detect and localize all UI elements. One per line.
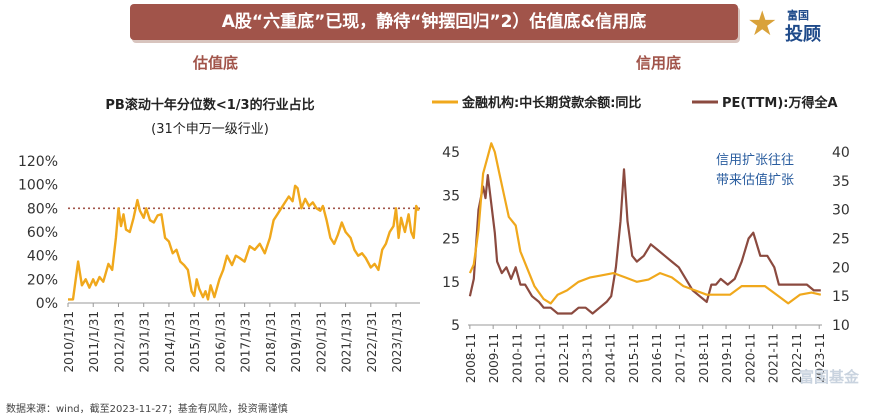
chart-annotation-line: 带来估值扩张: [716, 172, 794, 188]
chart-annotation-line: 信用扩张往往: [716, 153, 794, 168]
right-x-tick-label: 2012-11: [557, 333, 571, 383]
left-y-tick-label: 20%: [27, 272, 58, 288]
left-x-tick-label: 2010/1/31: [62, 311, 76, 373]
left-y-tick-label: 80%: [27, 201, 58, 217]
right-left-y-tick-label: 35: [442, 188, 460, 204]
left-chart-title: PB滚动十年分位数<1/3的行业占比: [105, 98, 315, 113]
right-right-y-tick-label: 30: [832, 203, 850, 219]
right-left-y-tick-label: 5: [451, 318, 460, 334]
logo-line1: 富国: [787, 9, 809, 22]
legend-label-pe: PE(TTM):万得全A: [722, 95, 838, 111]
left-x-tick-label: 2013/1/31: [138, 311, 152, 373]
right-right-y-tick-label: 15: [832, 289, 850, 305]
left-y-tick-label: 60%: [27, 225, 58, 241]
left-x-tick-label: 2017/1/31: [239, 311, 253, 373]
right-right-y-tick-label: 35: [832, 174, 850, 190]
left-x-tick-label: 2012/1/31: [112, 311, 126, 373]
right-x-tick-label: 2011-11: [534, 333, 548, 383]
right-right-y-tick-label: 25: [832, 232, 850, 248]
right-x-tick-label: 2021-11: [767, 333, 781, 383]
left-section-title: 估值底: [193, 54, 239, 72]
watermark: 富国基金: [798, 368, 859, 386]
right-x-tick-label: 2019-11: [720, 333, 734, 383]
right-left-y-tick-label: 15: [442, 275, 460, 291]
left-x-tick-label: 2011/1/31: [87, 311, 101, 373]
right-left-y-tick-label: 45: [442, 145, 460, 161]
pe-series-line: [468, 168, 821, 315]
loan-series-line: [468, 142, 822, 305]
right-x-tick-label: 2010-11: [510, 333, 524, 383]
left-x-tick-label: 2016/1/31: [213, 311, 227, 373]
right-x-tick-label: 2016-11: [650, 333, 664, 383]
left-x-tick-label: 2020/1/31: [314, 311, 328, 373]
left-series-line: [68, 184, 420, 301]
right-x-tick-label: 2017-11: [673, 333, 687, 383]
left-x-tick-label: 2015/1/31: [188, 311, 202, 373]
left-x-tick-label: 2023/1/31: [390, 311, 404, 373]
right-x-tick-label: 2008-11: [464, 333, 478, 383]
legend-label-loan: 金融机构:中长期贷款余额:同比: [461, 95, 641, 111]
right-x-tick-label: 2023-11: [813, 333, 827, 383]
right-right-y-tick-label: 40: [832, 145, 850, 161]
brand-logo: ★ 富国 投顾: [747, 4, 867, 45]
right-x-tick-label: 2020-11: [743, 333, 757, 383]
star-icon: ★: [747, 4, 778, 44]
left-x-tick-label: 2021/1/31: [340, 311, 354, 373]
right-section-title: 信用底: [636, 54, 682, 72]
right-right-y-tick-label: 20: [832, 260, 850, 276]
right-right-y-tick-label: 10: [832, 318, 850, 334]
left-y-tick-label: 100%: [18, 178, 58, 194]
left-x-tick-label: 2018/1/31: [264, 311, 278, 373]
logo-line2: 投顾: [785, 24, 821, 45]
left-y-tick-label: 40%: [27, 249, 58, 265]
footer-source: 数据来源：wind，截至2023-11-27；基金有风险，投资需谨慎: [6, 404, 288, 415]
left-chart-subtitle: (31个申万一级行业): [151, 122, 269, 137]
left-y-tick-label: 120%: [18, 154, 58, 170]
right-left-y-tick-label: 25: [442, 232, 460, 248]
right-x-tick-label: 2018-11: [697, 333, 711, 383]
right-x-tick-label: 2009-11: [487, 333, 501, 383]
right-x-tick-label: 2015-11: [627, 333, 641, 383]
left-y-tick-label: 0%: [36, 296, 58, 312]
right-x-tick-label: 2022-11: [790, 333, 804, 383]
left-x-tick-label: 2022/1/31: [365, 311, 379, 373]
header-banner: A股“六重底”已现，静待“钟摆回归”2）估值底&信用底: [130, 4, 738, 40]
right-x-tick-label: 2013-11: [580, 333, 594, 383]
right-x-tick-label: 2014-11: [604, 333, 618, 383]
left-x-tick-label: 2014/1/31: [163, 311, 177, 373]
header-title: A股“六重底”已现，静待“钟摆回归”2）估值底&信用底: [221, 12, 647, 32]
left-x-tick-label: 2019/1/31: [289, 311, 303, 373]
